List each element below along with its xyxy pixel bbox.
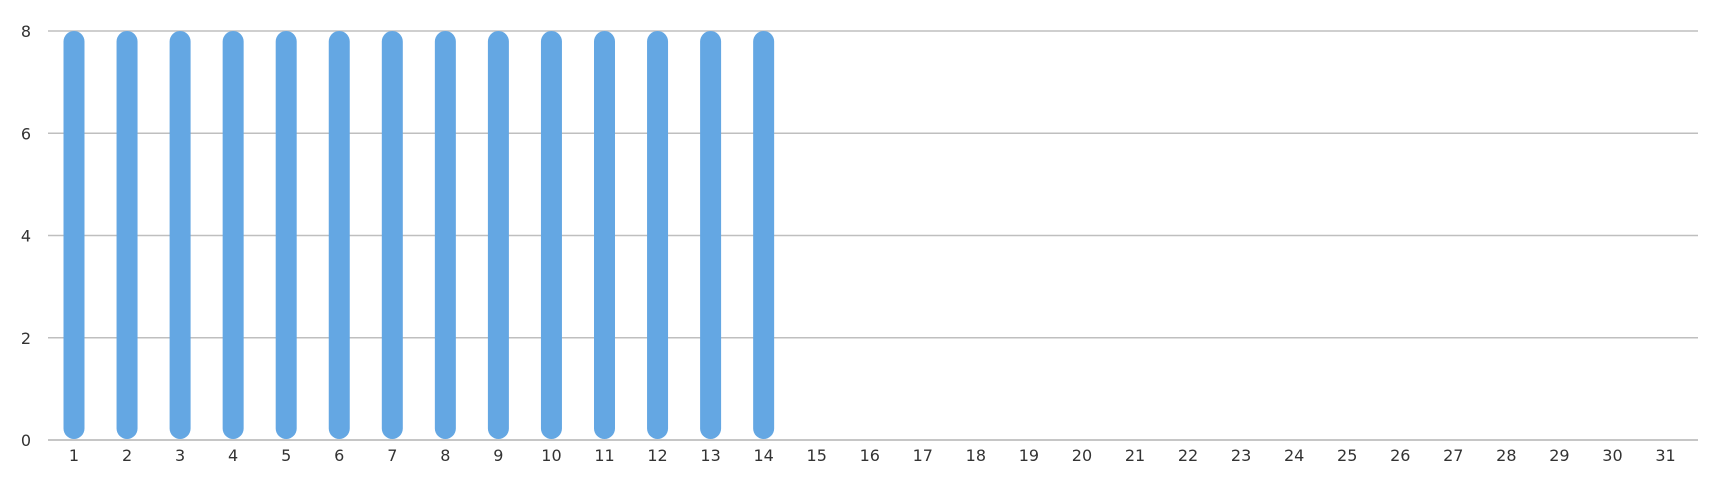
x-tick-label: 26 bbox=[1390, 446, 1410, 465]
x-tick-label: 18 bbox=[966, 446, 986, 465]
x-tick-label: 30 bbox=[1602, 446, 1622, 465]
gridlines bbox=[48, 30, 1698, 441]
x-tick-label: 24 bbox=[1284, 446, 1304, 465]
bar-2 bbox=[116, 31, 138, 439]
x-tick-label: 25 bbox=[1337, 446, 1357, 465]
x-tick-label: 4 bbox=[228, 446, 238, 465]
x-tick-label: 13 bbox=[700, 446, 720, 465]
x-tick-label: 19 bbox=[1019, 446, 1039, 465]
x-tick-label: 28 bbox=[1496, 446, 1516, 465]
y-axis-ticks: 0 2 4 6 8 bbox=[21, 22, 31, 450]
bar-1 bbox=[63, 31, 85, 439]
bar-12 bbox=[647, 31, 669, 439]
x-tick-label: 31 bbox=[1655, 446, 1675, 465]
x-tick-label: 1 bbox=[69, 446, 79, 465]
bar-4 bbox=[222, 31, 244, 439]
y-tick-label: 2 bbox=[21, 329, 31, 348]
x-tick-label: 12 bbox=[647, 446, 667, 465]
bar-6 bbox=[328, 31, 350, 439]
y-tick-label: 0 bbox=[21, 431, 31, 450]
x-tick-label: 15 bbox=[807, 446, 827, 465]
x-tick-label: 2 bbox=[122, 446, 132, 465]
x-tick-label: 21 bbox=[1125, 446, 1145, 465]
x-tick-label: 5 bbox=[281, 446, 291, 465]
y-tick-label: 8 bbox=[21, 22, 31, 41]
x-tick-label: 8 bbox=[440, 446, 450, 465]
bar-11 bbox=[594, 31, 615, 439]
bar-9 bbox=[487, 31, 509, 439]
x-tick-label: 3 bbox=[175, 446, 185, 465]
x-tick-label: 9 bbox=[493, 446, 503, 465]
x-tick-label: 22 bbox=[1178, 446, 1198, 465]
x-tick-label: 23 bbox=[1231, 446, 1251, 465]
x-tick-label: 16 bbox=[860, 446, 880, 465]
bar-10 bbox=[540, 31, 562, 439]
y-tick-label: 6 bbox=[21, 124, 31, 143]
bar-5 bbox=[275, 31, 297, 439]
bar-3 bbox=[169, 31, 191, 439]
x-tick-label: 10 bbox=[541, 446, 561, 465]
y-tick-label: 4 bbox=[21, 227, 31, 246]
x-tick-label: 14 bbox=[753, 446, 773, 465]
x-tick-label: 7 bbox=[387, 446, 397, 465]
bar-7 bbox=[381, 31, 403, 439]
x-axis-ticks: 1 2 3 4 5 6 7 8 9 10 11 12 13 14 15 16 17 18 19 20 21 22 23 24 2… bbox=[69, 446, 1676, 465]
bar-13 bbox=[700, 31, 722, 439]
bars bbox=[63, 31, 775, 439]
x-tick-label: 29 bbox=[1549, 446, 1569, 465]
bar-14 bbox=[753, 31, 775, 439]
bar-8 bbox=[434, 31, 456, 439]
x-tick-label: 6 bbox=[334, 446, 344, 465]
x-tick-label: 17 bbox=[913, 446, 933, 465]
x-tick-label: 11 bbox=[594, 446, 614, 465]
x-tick-label: 27 bbox=[1443, 446, 1463, 465]
x-tick-label: 20 bbox=[1072, 446, 1092, 465]
